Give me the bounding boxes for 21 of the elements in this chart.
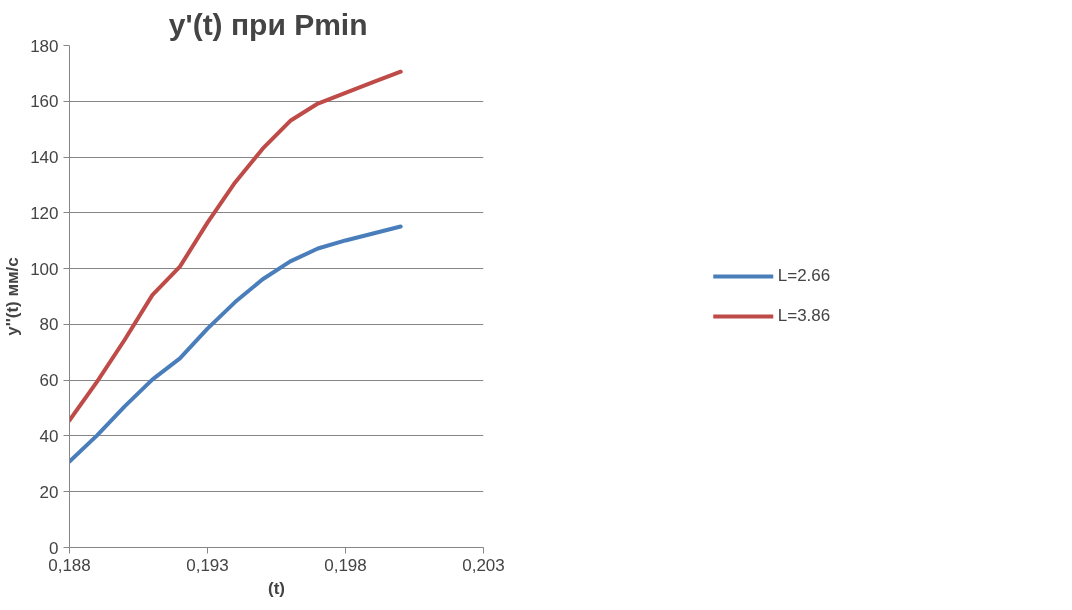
- y-tick-label: 140: [30, 148, 59, 168]
- x-tick-label: 0,193: [186, 555, 229, 575]
- y-tick-label: 60: [39, 371, 59, 391]
- x-tick-label: 0,198: [324, 555, 367, 575]
- y-tick-label: 0: [49, 538, 59, 558]
- y-tick-label: 160: [30, 92, 59, 112]
- chart-title: y'(t) при Pmin: [168, 7, 368, 41]
- y-tick-label: 80: [39, 315, 59, 335]
- x-tick-label: 0,188: [48, 555, 91, 575]
- y-tick-label: 120: [30, 203, 59, 223]
- y-tick-label: 100: [30, 259, 59, 279]
- line-series: [69, 69, 403, 423]
- y-tick-label: 180: [30, 36, 59, 56]
- legend-label: L=3.86: [777, 306, 831, 326]
- x-axis-title: (t): [268, 578, 285, 598]
- x-tick-label: 0,203: [462, 555, 505, 575]
- y-tick-label: 40: [39, 426, 59, 446]
- y-tick-label: 20: [39, 482, 59, 502]
- y-axis-title: y''(t) мм/с: [3, 257, 23, 336]
- legend-label: L=2.66: [777, 266, 831, 286]
- line-series: [69, 224, 403, 464]
